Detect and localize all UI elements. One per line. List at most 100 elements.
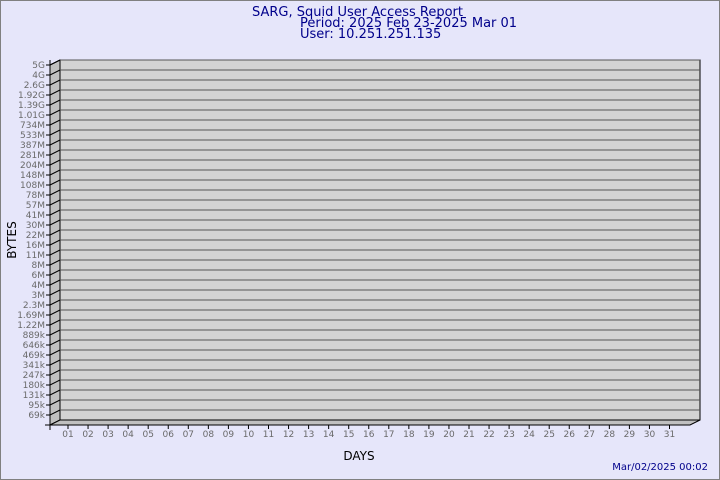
y-tick-label: 95k xyxy=(28,401,45,411)
y-tick-diagonal xyxy=(49,409,61,416)
x-tick-label: 04 xyxy=(122,430,134,440)
y-tick-label: 646k xyxy=(23,341,46,351)
y-tick-diagonal xyxy=(49,119,61,126)
x-tick-label: 11 xyxy=(263,430,274,440)
x-tick-label: 09 xyxy=(223,430,235,440)
chart-title: SARG, Squid User Access Report xyxy=(252,5,463,20)
y-tick-diagonal xyxy=(49,319,61,326)
y-tick-label: 41M xyxy=(26,211,45,221)
footer-timestamp: Mar/02/2025 00:02 xyxy=(612,462,708,473)
x-tick-label: 08 xyxy=(203,430,215,440)
y-tick-label: 3M xyxy=(32,291,46,301)
x-tick-label: 17 xyxy=(383,430,394,440)
x-tick-label: 29 xyxy=(624,430,636,440)
x-tick-label: 15 xyxy=(343,430,354,440)
y-tick-label: 2.6G xyxy=(24,81,45,91)
y-tick-label: 4G xyxy=(32,71,45,81)
y-tick-diagonal xyxy=(49,89,61,96)
plot-floor xyxy=(49,419,701,426)
y-tick-diagonal xyxy=(49,139,61,146)
chart-period: Period: 2025 Feb 23-2025 Mar 01 xyxy=(300,16,517,31)
y-tick-diagonal xyxy=(49,309,61,316)
y-tick-diagonal xyxy=(49,339,61,346)
y-tick-label: 341k xyxy=(23,361,46,371)
y-tick-label: 1.39G xyxy=(18,101,45,111)
y-tick-label: 204M xyxy=(20,161,45,171)
y-tick-diagonal xyxy=(49,349,61,356)
y-tick-diagonal xyxy=(49,389,61,396)
y-tick-diagonal xyxy=(49,159,61,166)
y-tick-label: 8M xyxy=(32,261,46,271)
x-tick-label: 28 xyxy=(604,430,616,440)
y-tick-label: 6M xyxy=(32,271,46,281)
x-tick-label: 12 xyxy=(283,430,294,440)
y-tick-diagonal xyxy=(49,249,61,256)
y-tick-diagonal xyxy=(49,359,61,366)
y-tick-label: 57M xyxy=(26,201,45,211)
y-tick-diagonal xyxy=(49,149,61,156)
y-tick-diagonal xyxy=(49,189,61,196)
y-tick-diagonal xyxy=(49,99,61,106)
y-tick-label: 1.22M xyxy=(17,321,45,331)
y-tick-label: 11M xyxy=(26,251,45,261)
y-axis-label: BYTES xyxy=(5,221,19,258)
x-tick-label: 10 xyxy=(243,430,255,440)
y-tick-label: 69k xyxy=(28,411,45,421)
x-tick-label: 27 xyxy=(584,430,595,440)
x-tick-label: 16 xyxy=(363,430,375,440)
x-tick-label: 21 xyxy=(463,430,474,440)
y-tick-label: 30M xyxy=(26,221,45,231)
y-tick-label: 533M xyxy=(20,131,45,141)
y-tick-diagonal xyxy=(49,229,61,236)
y-tick-label: 1.69M xyxy=(17,311,45,321)
y-tick-label: 2.3M xyxy=(23,301,45,311)
y-tick-label: 1.01G xyxy=(18,111,45,121)
y-tick-diagonal xyxy=(49,179,61,186)
y-tick-diagonal xyxy=(49,209,61,216)
x-tick-label: 18 xyxy=(403,430,415,440)
y-tick-label: 148M xyxy=(20,171,45,181)
y-tick-label: 387M xyxy=(20,141,45,151)
y-tick-label: 22M xyxy=(26,231,45,241)
x-tick-label: 19 xyxy=(423,430,435,440)
x-tick-label: 07 xyxy=(183,430,194,440)
y-tick-diagonal xyxy=(49,59,61,66)
y-tick-label: 734M xyxy=(20,121,45,131)
y-tick-diagonal xyxy=(49,259,61,266)
y-tick-diagonal xyxy=(49,299,61,306)
y-tick-diagonal xyxy=(49,269,61,276)
y-tick-label: 5G xyxy=(32,61,45,71)
y-tick-label: 16M xyxy=(26,241,45,251)
x-tick-label: 06 xyxy=(163,430,175,440)
y-tick-diagonal xyxy=(49,199,61,206)
y-tick-diagonal xyxy=(49,379,61,386)
chart-user: User: 10.251.251.135 xyxy=(300,27,441,42)
y-tick-label: 131k xyxy=(23,391,46,401)
y-tick-diagonal xyxy=(49,369,61,376)
y-tick-diagonal xyxy=(49,399,61,406)
y-tick-diagonal xyxy=(49,169,61,176)
x-tick-label: 14 xyxy=(323,430,335,440)
x-tick-label: 03 xyxy=(102,430,113,440)
y-tick-label: 469k xyxy=(23,351,46,361)
x-tick-label: 20 xyxy=(443,430,455,440)
y-tick-label: 1.92G xyxy=(18,91,45,101)
y-tick-label: 247k xyxy=(23,371,46,381)
x-tick-label: 22 xyxy=(483,430,494,440)
y-tick-label: 78M xyxy=(26,191,45,201)
x-tick-label: 31 xyxy=(664,430,675,440)
x-tick-label: 01 xyxy=(62,430,73,440)
y-tick-diagonal xyxy=(49,329,61,336)
x-tick-label: 23 xyxy=(503,430,514,440)
x-tick-label: 02 xyxy=(82,430,93,440)
y-tick-label: 180k xyxy=(23,381,46,391)
x-tick-label: 26 xyxy=(564,430,576,440)
x-tick-label: 30 xyxy=(644,430,656,440)
y-tick-diagonal xyxy=(49,239,61,246)
x-tick-label: 24 xyxy=(523,430,535,440)
y-tick-label: 4M xyxy=(32,281,46,291)
y-tick-diagonal xyxy=(49,79,61,86)
y-tick-label: 281M xyxy=(20,151,45,161)
y-tick-diagonal xyxy=(49,109,61,116)
y-tick-diagonal xyxy=(49,289,61,296)
